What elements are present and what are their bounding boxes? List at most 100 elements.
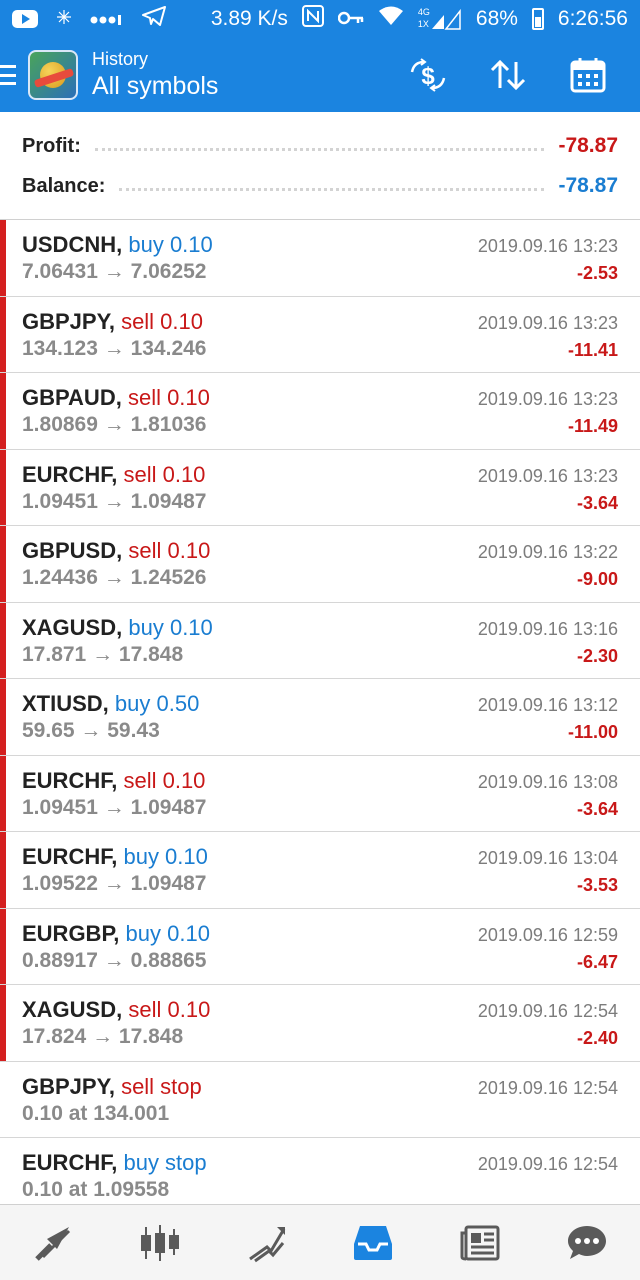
menu-icon[interactable] xyxy=(0,65,16,85)
trade-row[interactable]: EURGBP, buy 0.10 0.88917 → 0.88865 2019.09… xyxy=(0,908,640,985)
trade-title: EURCHF, sell 0.10 xyxy=(22,462,205,488)
trade-row[interactable]: XAGUSD, buy 0.10 17.871 → 17.848 2019.09.1… xyxy=(0,602,640,679)
trade-title: GBPAUD, sell 0.10 xyxy=(22,385,210,411)
trade-prices: 0.10 at 1.09558 xyxy=(22,1178,170,1201)
trade-time: 2019.09.16 13:23 xyxy=(477,465,618,486)
trade-profit: -11.41 xyxy=(567,339,618,360)
trade-symbol: EURCHF, xyxy=(22,767,118,793)
app-bar: History All symbols $ xyxy=(0,38,640,112)
trade-profit: -2.53 xyxy=(576,263,618,283)
battery-percent: 68% xyxy=(475,7,518,30)
dotted-leader xyxy=(94,147,545,151)
trade-history-list: USDCNH, buy 0.10 7.06431 → 7.06252 2019.09… xyxy=(0,220,640,1215)
key-icon xyxy=(337,7,364,31)
profit-label: Profit: xyxy=(22,134,81,157)
trade-action: sell stop xyxy=(121,1073,202,1099)
trade-prices: 1.24436 → 1.24526 xyxy=(22,566,207,589)
trade-prices: 1.09522 → 1.09487 xyxy=(22,872,207,895)
svg-text:$: $ xyxy=(421,63,435,90)
summary-panel: Profit: -78.87 Balance: -78.87 xyxy=(0,112,640,220)
trade-action: sell 0.10 xyxy=(128,538,211,563)
cell-signal-icon: 4G 1X xyxy=(418,7,462,31)
trade-title: EURCHF, buy 0.10 xyxy=(22,844,208,870)
trade-time: 2019.09.16 12:59 xyxy=(477,924,618,945)
clock: 6:26:56 xyxy=(557,7,628,30)
trade-symbol: EURCHF, xyxy=(22,461,118,487)
profit-row: Profit: -78.87 xyxy=(22,128,618,164)
news-icon[interactable] xyxy=(450,1213,510,1273)
page-title[interactable]: All symbols xyxy=(92,72,219,100)
trade-symbol: GBPJPY, xyxy=(22,1073,115,1099)
trade-prices: 7.06431 → 7.06252 xyxy=(22,260,207,283)
trade-row[interactable]: XTIUSD, buy 0.50 59.65 → 59.43 2019.09.16 … xyxy=(0,679,640,756)
trade-row[interactable]: EURCHF, sell 0.10 1.09451 → 1.09487 2019.0… xyxy=(0,449,640,526)
trade-action: buy 0.10 xyxy=(125,920,210,946)
trade-profit: -11.49 xyxy=(567,416,618,436)
trade-row[interactable]: EURCHF, buy stop 0.10 at 1.09558 2019.09.1… xyxy=(0,1138,640,1215)
trade-row[interactable]: GBPJPY, sell 0.10 134.123 → 134.246 2019.0… xyxy=(0,296,640,373)
status-bar: 3.89 K/s 4G 1X 68% 6:26:56 xyxy=(0,0,640,38)
trade-row[interactable]: GBPUSD, sell 0.10 1.24436 → 1.24526 2019.0… xyxy=(0,526,640,603)
trade-time: 2019.09.16 13:16 xyxy=(477,618,618,639)
profit-value: -78.87 xyxy=(558,134,618,157)
trade-time: 2019.09.16 12:54 xyxy=(477,1001,618,1021)
trade-title: GBPJPY, sell 0.10 xyxy=(22,309,203,335)
trade-title: EURCHF, buy stop xyxy=(22,1150,207,1176)
trade-symbol: EURCHF, xyxy=(22,1150,118,1175)
trade-time: 2019.09.16 13:23 xyxy=(477,312,618,333)
trade-action: buy 0.50 xyxy=(114,691,200,716)
trade-symbol: XTIUSD, xyxy=(22,691,109,716)
youtube-icon xyxy=(12,10,38,28)
trade-action: buy 0.10 xyxy=(123,844,208,869)
balance-value: -78.87 xyxy=(558,174,618,197)
quotes-icon[interactable] xyxy=(23,1213,83,1273)
app-logo[interactable] xyxy=(28,50,78,100)
network-speed: 3.89 K/s xyxy=(210,7,288,30)
trade-row[interactable]: EURCHF, sell 0.10 1.09451 → 1.09487 2019.0… xyxy=(0,755,640,832)
sort-icon[interactable] xyxy=(468,45,548,105)
trade-row[interactable]: USDCNH, buy 0.10 7.06431 → 7.06252 2019.09… xyxy=(0,220,640,297)
trade-symbol: USDCNH, xyxy=(22,232,123,257)
trade-action: buy 0.10 xyxy=(128,614,213,640)
trade-row[interactable]: GBPAUD, sell 0.10 1.80869 → 1.81036 2019.0… xyxy=(0,373,640,450)
trade-icon[interactable] xyxy=(237,1213,297,1273)
trade-prices: 0.88917 → 0.88865 xyxy=(22,948,207,972)
history-icon[interactable] xyxy=(343,1213,403,1273)
calendar-icon[interactable] xyxy=(548,45,628,105)
trade-symbol: EURCHF, xyxy=(22,844,118,869)
trade-title: EURGBP, buy 0.10 xyxy=(22,921,210,947)
trade-profit: -11.00 xyxy=(567,722,618,742)
trade-prices: 1.80869 → 1.81036 xyxy=(22,413,207,436)
nfc-icon xyxy=(301,5,324,33)
trade-time: 2019.09.16 12:54 xyxy=(477,1154,618,1174)
trade-title: XAGUSD, buy 0.10 xyxy=(22,615,213,641)
trade-symbol: GBPJPY, xyxy=(22,308,115,334)
trade-time: 2019.09.16 13:23 xyxy=(477,389,618,409)
trade-prices: 1.09451 → 1.09487 xyxy=(22,489,207,513)
dotted-leader xyxy=(119,187,545,191)
trade-action: sell 0.10 xyxy=(128,997,211,1022)
trade-time: 2019.09.16 13:12 xyxy=(477,695,618,715)
trade-prices: 0.10 at 134.001 xyxy=(22,1101,170,1125)
balance-row: Balance: -78.87 xyxy=(22,168,618,204)
trade-prices: 134.123 → 134.246 xyxy=(22,336,207,360)
chart-icon[interactable] xyxy=(130,1213,190,1273)
trade-row[interactable]: GBPJPY, sell stop 0.10 at 134.001 2019.09.… xyxy=(0,1061,640,1138)
trade-prices: 17.824 → 17.848 xyxy=(22,1025,184,1048)
trade-time: 2019.09.16 13:23 xyxy=(477,236,618,256)
more-dots-icon xyxy=(90,7,124,31)
bottom-navigation xyxy=(0,1204,640,1280)
trade-title: USDCNH, buy 0.10 xyxy=(22,232,213,258)
trade-row[interactable]: XAGUSD, sell 0.10 17.824 → 17.848 2019.09.… xyxy=(0,985,640,1062)
trade-row[interactable]: EURCHF, buy 0.10 1.09522 → 1.09487 2019.09… xyxy=(0,832,640,909)
trade-prices: 17.871 → 17.848 xyxy=(22,642,184,666)
trade-symbol: EURGBP, xyxy=(22,920,120,946)
trade-action: sell 0.10 xyxy=(123,461,206,487)
trade-title: GBPUSD, sell 0.10 xyxy=(22,538,210,564)
wifi-icon xyxy=(378,6,404,32)
chat-icon[interactable] xyxy=(557,1213,617,1273)
currency-filter-icon[interactable]: $ xyxy=(388,45,468,105)
trade-prices: 1.09451 → 1.09487 xyxy=(22,795,207,819)
trade-profit: -2.40 xyxy=(576,1028,618,1048)
trade-time: 2019.09.16 13:22 xyxy=(477,542,618,562)
